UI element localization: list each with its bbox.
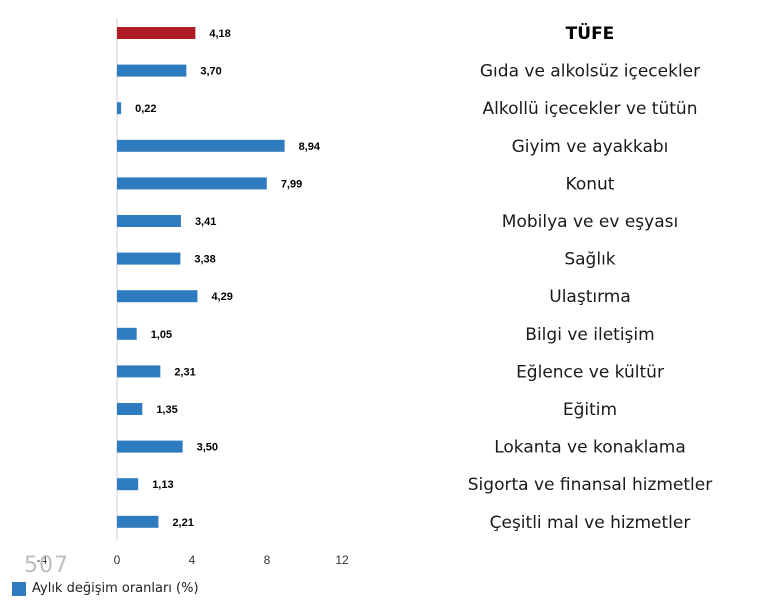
x-ticks-group: -4 0 4 8 12 (37, 553, 349, 567)
bar (117, 403, 143, 415)
bar-value-label: 3,38 (194, 254, 215, 266)
bar-value-label: 3,41 (195, 216, 216, 228)
category-label: Ulaştırma (549, 287, 631, 307)
bar (117, 27, 196, 39)
legend-label: Aylık değişim oranları (%) (32, 581, 199, 596)
bar-value-label: 1,05 (151, 329, 172, 341)
bar (117, 478, 139, 491)
watermark: 507 (24, 553, 69, 578)
bar-value-label: 4,18 (209, 28, 230, 40)
category-label: Konut (566, 174, 615, 194)
category-label: Gıda ve alkolsüz içecekler (480, 62, 700, 82)
category-label: Mobilya ve ev eşyası (502, 212, 678, 232)
category-label: Eğitim (563, 400, 617, 420)
bar-value-label: 0,22 (135, 103, 156, 115)
category-label: Sağlık (564, 250, 615, 270)
bar (117, 440, 183, 453)
bar-value-label: 1,13 (152, 479, 173, 491)
legend-swatch (12, 581, 26, 596)
bar (117, 365, 161, 378)
x-tick-label: 12 (335, 553, 349, 567)
x-tick-label: 4 (189, 553, 196, 567)
bar-value-label: 7,99 (281, 178, 302, 190)
bar (117, 515, 159, 528)
x-tick-label: 0 (114, 553, 121, 567)
bar-value-label: 2,21 (172, 517, 193, 529)
x-tick-label: -4 (37, 553, 48, 567)
bar-value-label: 2,31 (174, 366, 195, 378)
legend: Aylık değişim oranları (%) (12, 581, 199, 596)
x-tick-label: 8 (264, 553, 271, 567)
bar (117, 215, 181, 227)
bar (117, 252, 181, 265)
bars-group (117, 27, 285, 528)
category-label: Sigorta ve finansal hizmetler (468, 475, 712, 495)
bar (117, 64, 187, 77)
category-labels-group: TÜFE Gıda ve alkolsüz içecekler Alkollü iç… (468, 22, 712, 533)
bar-value-label: 4,29 (211, 291, 232, 303)
category-label: Çeşitli mal ve hizmetler (490, 513, 691, 533)
bar-value-label: 1,35 (156, 404, 177, 416)
bar-value-label: 8,94 (299, 141, 321, 153)
category-label: Giyim ve ayakkabı (512, 137, 669, 157)
bar (117, 139, 285, 152)
category-label: Eğlence ve kültür (516, 362, 664, 382)
value-labels-group: 4,18 3,70 0,22 8,94 7,99 3,41 3,38 4,29 1,05 2,31… (135, 28, 321, 529)
bar-value-label: 3,70 (200, 66, 221, 78)
bar (117, 102, 122, 115)
category-label: Bilgi ve iletişim (525, 325, 654, 345)
bar-value-label: 3,50 (197, 442, 218, 454)
category-label: TÜFE (566, 22, 615, 44)
bar (117, 327, 137, 340)
category-label: Lokanta ve konaklama (494, 438, 686, 458)
category-label: Alkollü içecekler ve tütün (483, 99, 698, 119)
bar (117, 177, 267, 190)
bar (117, 290, 198, 303)
